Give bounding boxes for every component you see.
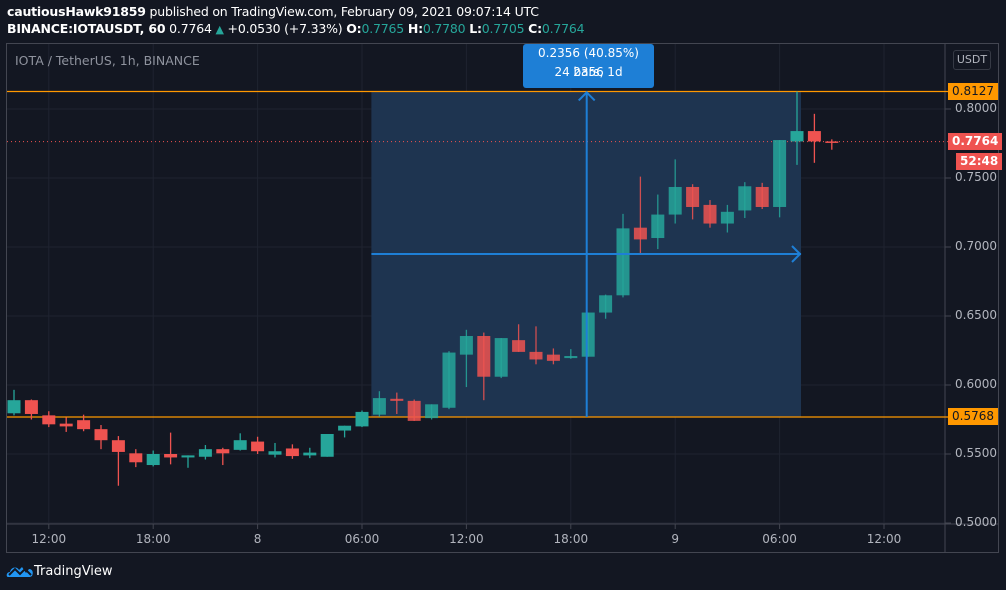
- lower-line-price-label: 0.5768: [948, 408, 998, 425]
- chart-legend: IOTA / TetherUS, 1h, BINANCE: [15, 53, 200, 68]
- chart-frame: [6, 43, 999, 553]
- price-tick-label: 0.5000: [955, 515, 997, 529]
- time-tick-label: 12:00: [449, 532, 484, 546]
- price-tick-label: 0.7500: [955, 170, 997, 184]
- time-tick-label: 8: [253, 532, 262, 546]
- price-change: +0.0530 (+7.33%): [227, 21, 343, 36]
- last-price: 0.7764: [169, 21, 212, 36]
- author-name[interactable]: cautiousHawk91859: [7, 4, 146, 19]
- open-value: 0.7765: [361, 21, 405, 36]
- time-tick-label: 06:00: [344, 532, 380, 546]
- time-tick-label: 12:00: [31, 532, 67, 546]
- measure-change: 0.2356 (40.85%) 2356: [538, 46, 639, 79]
- time-tick-label: 06:00: [762, 532, 797, 546]
- tradingview-logo-icon[interactable]: [6, 563, 34, 579]
- high-value: 0.7780: [422, 21, 466, 36]
- brand-name[interactable]: TradingView: [34, 564, 113, 579]
- price-tick-label: 0.6000: [955, 377, 997, 391]
- close-value: 0.7764: [541, 21, 585, 36]
- time-tick-label: 18:00: [553, 532, 589, 546]
- symbol-info: BINANCE:IOTAUSDT, 60 0.7764 ▲ +0.0530 (+…: [7, 21, 585, 36]
- measure-bars: 24 bars, 1d: [554, 65, 623, 79]
- published-text: published on TradingView.com, February 0…: [145, 4, 539, 19]
- publish-info: cautiousHawk91859 published on TradingVi…: [7, 4, 539, 19]
- time-tick-label: 12:00: [866, 532, 902, 546]
- price-tick-label: 0.5500: [955, 446, 997, 460]
- price-tick-label: 0.6500: [955, 308, 997, 322]
- price-tick-label: 0.7000: [955, 239, 997, 253]
- high-label: H:: [407, 21, 423, 36]
- low-value: 0.7705: [481, 21, 525, 36]
- close-label: C:: [528, 21, 542, 36]
- time-tick-label: 18:00: [135, 532, 171, 546]
- low-label: L:: [469, 21, 482, 36]
- time-tick-label: 9: [671, 532, 680, 546]
- open-label: O:: [346, 21, 362, 36]
- upper-line-price-label: 0.8127: [948, 83, 998, 100]
- current-price-label: 0.7764: [948, 133, 1003, 150]
- up-arrow-icon: ▲: [215, 23, 224, 36]
- bar-countdown: 52:48: [956, 153, 1003, 170]
- price-tick-label: 0.8000: [955, 101, 997, 115]
- measure-tooltip: 0.2356 (40.85%) 2356 24 bars, 1d: [523, 44, 654, 88]
- currency-button[interactable]: USDT: [953, 50, 991, 70]
- symbol: BINANCE:IOTAUSDT, 60: [7, 21, 166, 36]
